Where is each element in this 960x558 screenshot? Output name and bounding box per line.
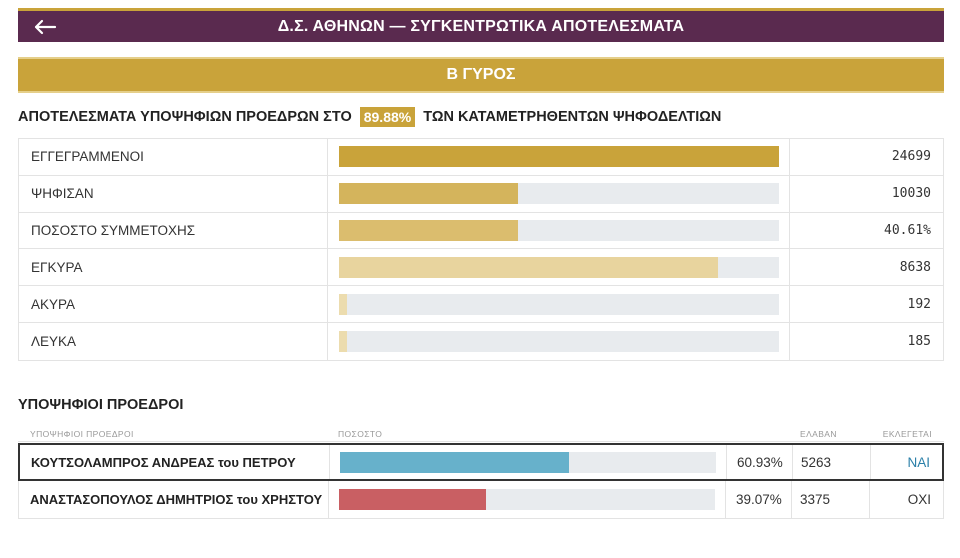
column-header-name: ΥΠΟΨΗΦΙΟΙ ΠΡΟΕΔΡΟΙ [30,428,134,439]
stats-table: ΕΓΓΕΓΡΑΜΜΕΝΟΙ 24699 ΨΗΦΙΣΑΝ 10030 ΠΟΣΟΣΤΟ ΣΥ… [18,138,944,361]
stat-bar-fill [339,330,348,352]
stat-bar-fill [339,146,779,168]
stat-bar-cell [328,212,790,249]
stat-bar-fill [339,183,518,205]
stat-bar-fill [339,219,518,241]
stat-bar-track [339,293,779,315]
stat-row: ΠΟΣΟΣΤΟ ΣΥΜΜΕΤΟΧΗΣ 40.61% [19,212,943,250]
back-button[interactable] [28,11,62,42]
page-title: Δ.Σ. ΑΘΗΝΩΝ — ΣΥΓΚΕΝΤΡΩΤΙΚΑ ΑΠΟΤΕΛΕΣΜΑΤΑ [277,17,685,35]
stat-label: ΠΟΣΟΣΤΟ ΣΥΜΜΕΤΟΧΗΣ [19,212,328,249]
counted-percent-badge: 89.88% [359,107,416,127]
stat-value: 40.61% [884,222,931,238]
stat-label: ΑΚΥΡΑ [19,286,328,322]
stat-row: ΑΚΥΡΑ 192 [19,286,943,323]
candidates-table: ΥΠΟΨΗΦΙΟΙ ΠΡΟΕΔΡΟΙ ΠΟΣΟΣΤΟ ΕΛΑΒΑΝ ΕΚΛΕΓΕ… [18,426,944,519]
stat-bar-fill [339,293,348,315]
stat-bar-track [339,219,779,241]
stat-row: ΛΕΥΚΑ 185 [19,322,943,360]
summary-heading: ΑΠΟΤΕΛΕΣΜΑΤΑ ΥΠΟΨΗΦΙΩΝ ΠΡΟΕΔΡΩΝ ΣΤΟ 89.8… [18,106,721,128]
column-header-percent: ΠΟΣΟΣΤΟ [338,428,383,439]
candidate-percent: 39.07% [726,481,792,518]
candidate-name: ΑΝΑΣΤΑΣΟΠΟΥΛΟΣ ΔΗΜΗΤΡΙΟΣ του ΧΡΗΣΤΟΥ [19,481,329,518]
stat-bar-track [339,183,779,205]
candidate-bar-cell [329,481,726,518]
header-bar: Δ.Σ. ΑΘΗΝΩΝ — ΣΥΓΚΕΝΤΡΩΤΙΚΑ ΑΠΟΤΕΛΕΣΜΑΤΑ [18,8,944,42]
column-header-elected: ΕΚΛΕΓΕΤΑΙ [882,428,932,439]
stat-value: 192 [907,296,931,312]
round-banner: Β ΓΥΡΟΣ [18,57,944,93]
stat-row: ΕΓΓΕΓΡΑΜΜΕΝΟΙ 24699 [19,139,943,176]
stat-bar-cell [328,139,790,175]
stat-bar-cell [328,322,790,360]
candidates-table-header: ΥΠΟΨΗΦΙΟΙ ΠΡΟΕΔΡΟΙ ΠΟΣΟΣΤΟ ΕΛΑΒΑΝ ΕΚΛΕΓΕ… [18,426,944,442]
stat-label: ΛΕΥΚΑ [19,322,328,360]
stat-bar-track [339,256,779,278]
candidate-name: ΚΟΥΤΣΟΛΑΜΠΡΟΣ ΑΝΔΡΕΑΣ του ΠΕΤΡΟΥ [20,445,330,479]
candidate-row: ΑΝΑΣΤΑΣΟΠΟΥΛΟΣ ΔΗΜΗΤΡΙΟΣ του ΧΡΗΣΤΟΥ 39.0… [18,481,944,519]
arrow-left-icon [34,19,57,34]
stat-label: ΕΓΓΕΓΡΑΜΜΕΝΟΙ [19,139,328,175]
stat-value: 185 [907,333,931,349]
stat-value: 10030 [891,186,931,202]
column-header-votes: ΕΛΑΒΑΝ [800,428,837,439]
candidate-elected: ΟΧΙ [907,492,931,507]
candidate-votes: 5263 [793,445,871,479]
candidate-bar-cell [330,445,727,479]
stat-value: 24699 [891,149,931,165]
stat-label: ΕΓΚΥΡΑ [19,249,328,286]
stat-label: ΨΗΦΙΣΑΝ [19,175,328,212]
summary-suffix: ΤΩΝ ΚΑΤΑΜΕΤΡΗΘΕΝΤΩΝ ΨΗΦΟΔΕΛΤΙΩΝ [423,109,722,125]
candidate-row: ΚΟΥΤΣΟΛΑΜΠΡΟΣ ΑΝΔΡΕΑΣ του ΠΕΤΡΟΥ 60.93% 52… [18,443,944,481]
candidate-bar-fill [339,489,486,510]
candidates-heading: ΥΠΟΨΗΦΙΟΙ ΠΡΟΕΔΡΟΙ [18,397,184,413]
stat-value: 8638 [899,259,931,275]
candidate-votes: 3375 [792,481,870,518]
stat-row: ΕΓΚΥΡΑ 8638 [19,249,943,287]
round-label: Β ΓΥΡΟΣ [446,66,516,83]
summary-prefix: ΑΠΟΤΕΛΕΣΜΑΤΑ ΥΠΟΨΗΦΙΩΝ ΠΡΟΕΔΡΩΝ ΣΤΟ [18,109,352,125]
candidate-elected: ΝΑΙ [907,454,930,470]
stat-bar-cell [328,249,790,286]
stat-bar-cell [328,286,790,322]
candidate-bar-track [340,451,716,473]
candidate-bar-track [339,489,715,510]
candidate-percent: 60.93% [727,445,793,479]
stat-bar-fill [339,256,718,278]
stat-bar-track [339,146,779,168]
stat-bar-cell [328,175,790,212]
candidate-bar-fill [340,451,570,473]
stat-row: ΨΗΦΙΣΑΝ 10030 [19,175,943,213]
stat-bar-track [339,330,779,352]
